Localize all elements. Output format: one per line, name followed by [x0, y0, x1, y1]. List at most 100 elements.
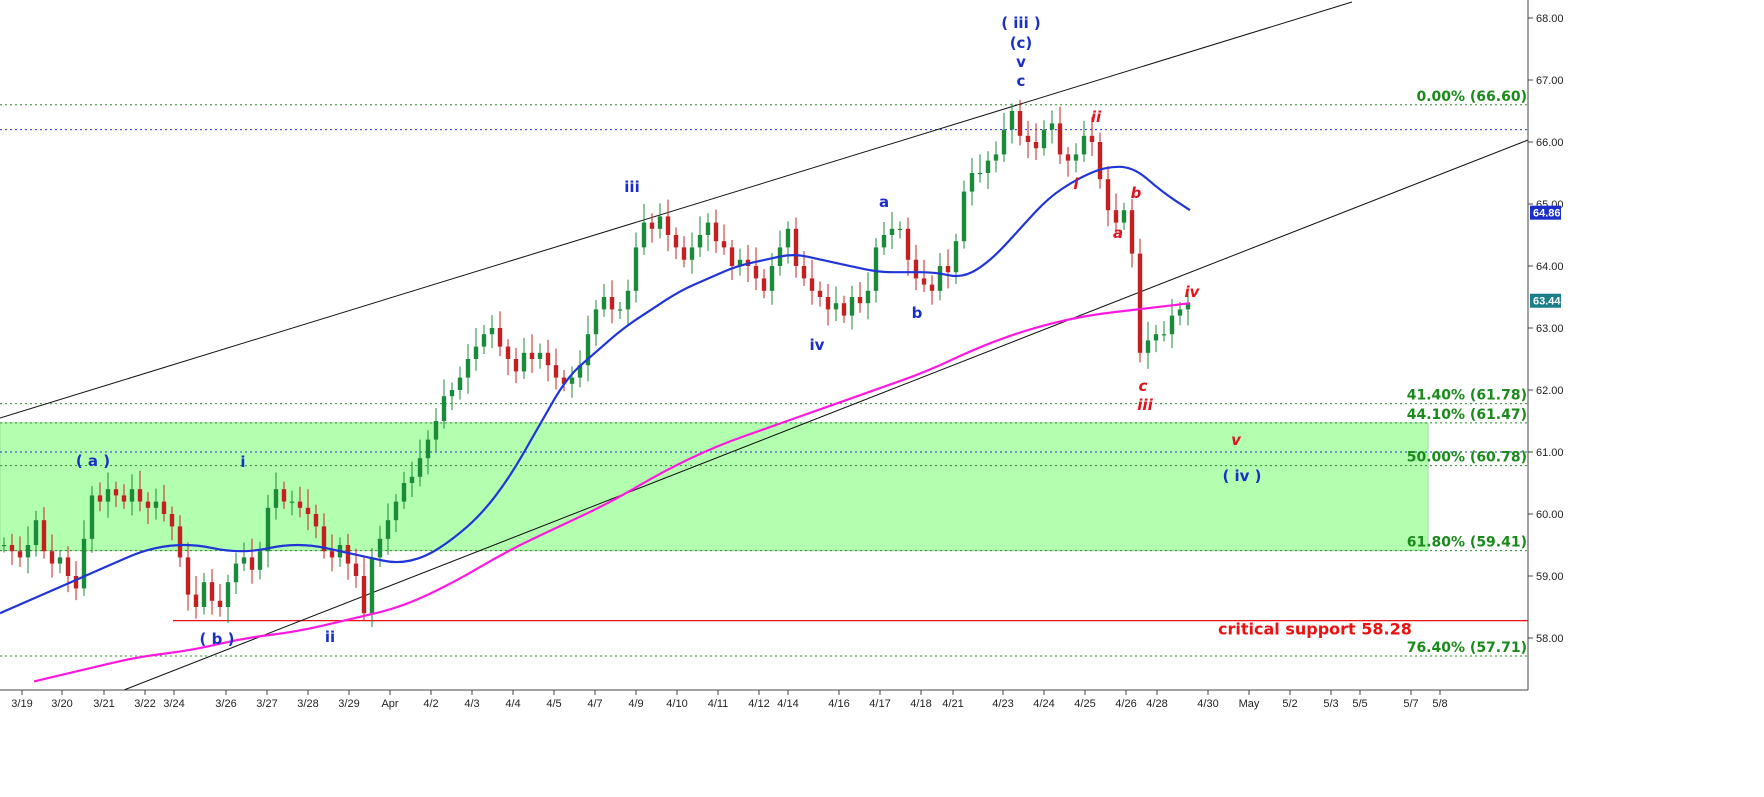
x-tick-label: 4/21 — [942, 698, 963, 710]
candle-body — [393, 501, 399, 521]
candle-body — [985, 160, 991, 173]
candle-body — [993, 154, 999, 161]
candle-body — [841, 303, 847, 316]
x-tick-label: 4/25 — [1074, 698, 1095, 710]
x-tick-label: 4/2 — [423, 698, 438, 710]
candle-body — [89, 495, 95, 539]
candle-body — [361, 576, 367, 614]
x-tick-label: 5/7 — [1403, 698, 1418, 710]
candle-body — [521, 352, 527, 372]
candle-body — [273, 489, 279, 508]
candle-body — [217, 600, 223, 607]
x-tick-label: 3/28 — [297, 698, 318, 710]
channel-lower-line — [123, 139, 1529, 691]
candle-body — [73, 576, 79, 589]
wave-label: i — [1073, 175, 1079, 193]
x-tick-label: 3/27 — [256, 698, 277, 710]
candle-body — [977, 173, 983, 175]
y-tick-label: 63.00 — [1536, 323, 1564, 335]
candle-body — [601, 297, 607, 310]
candle-body — [465, 359, 471, 378]
x-tick-label: 4/14 — [777, 698, 798, 710]
candle-body — [25, 545, 31, 558]
candle-body — [17, 551, 23, 558]
candle-body — [1049, 123, 1055, 130]
candle-body — [897, 228, 903, 230]
candle-body — [145, 501, 151, 508]
candle-body — [1025, 135, 1031, 142]
candle-body — [209, 582, 215, 601]
candle-body — [825, 297, 831, 310]
wave-label: iv — [810, 336, 825, 354]
candle-body — [633, 247, 639, 291]
candle-body — [953, 241, 959, 273]
candle-body — [1097, 142, 1103, 180]
price-badge-label: 63.44 — [1533, 296, 1561, 308]
candle-body — [577, 365, 583, 378]
y-tick-label: 58.00 — [1536, 633, 1564, 645]
candle-body — [201, 582, 207, 607]
candle-body — [1185, 303, 1191, 310]
x-tick-label: 4/3 — [464, 698, 479, 710]
candle-body — [969, 173, 975, 192]
candle-body — [729, 247, 735, 266]
candle-body — [697, 235, 703, 248]
candle-body — [489, 328, 495, 335]
candle-body — [649, 222, 655, 229]
fib-label: 41.40% (61.78) — [1407, 388, 1527, 404]
wave-label: ( b ) — [200, 630, 235, 648]
candle-body — [921, 278, 927, 285]
candle-body — [929, 284, 935, 291]
candle-body — [761, 278, 767, 291]
fib-label: 44.10% (61.47) — [1407, 407, 1527, 423]
x-tick-label: 4/5 — [546, 698, 561, 710]
wave-label: ( iv ) — [1222, 467, 1261, 485]
y-tick-label: 67.00 — [1536, 75, 1564, 87]
fib-label: 0.00% (66.60) — [1416, 89, 1527, 105]
x-tick-label: 4/9 — [628, 698, 643, 710]
candle-body — [313, 514, 319, 527]
candle-body — [369, 557, 375, 614]
x-tick-label: 3/20 — [51, 698, 72, 710]
candle-body — [233, 563, 239, 583]
candle-body — [153, 501, 159, 508]
candle-body — [1017, 111, 1023, 136]
channel-upper-line — [0, 1, 1353, 419]
y-tick-label: 66.00 — [1536, 137, 1564, 149]
candle-body — [1073, 154, 1079, 161]
candle-body — [57, 557, 63, 564]
candle-body — [1041, 129, 1047, 149]
candle-body — [225, 582, 231, 607]
x-tick-label: 4/4 — [505, 698, 520, 710]
y-tick-label: 61.00 — [1536, 447, 1564, 459]
candle-body — [305, 507, 311, 514]
candle-body — [905, 228, 911, 260]
candle-body — [529, 352, 535, 359]
candle-body — [281, 489, 287, 502]
wave-label: iv — [1185, 283, 1201, 301]
fib-labels: 0.00% (66.60) 41.40% (61.78) 44.10% (61.47… — [1218, 89, 1527, 656]
candle-body — [1145, 340, 1151, 353]
candle-body — [473, 346, 479, 359]
candle-body — [1113, 210, 1119, 223]
candle-body — [129, 489, 135, 502]
candle-body — [857, 297, 863, 304]
candle-body — [561, 377, 567, 384]
candle-body — [449, 390, 455, 397]
fib-label: 76.40% (57.71) — [1407, 640, 1527, 656]
candle-body — [873, 247, 879, 291]
candle-body — [417, 458, 423, 477]
candle-body — [185, 557, 191, 595]
x-tick-label: 5/2 — [1282, 698, 1297, 710]
fib-label: 61.80% (59.41) — [1407, 535, 1527, 551]
candle-body — [961, 191, 967, 242]
ma-magenta-line — [33, 302, 1191, 683]
candle-body — [817, 290, 823, 297]
candle-body — [177, 526, 183, 558]
candles — [1, 99, 1191, 628]
candle-body — [537, 352, 543, 359]
candle-body — [1, 545, 7, 547]
wave-label: c — [1017, 72, 1026, 90]
